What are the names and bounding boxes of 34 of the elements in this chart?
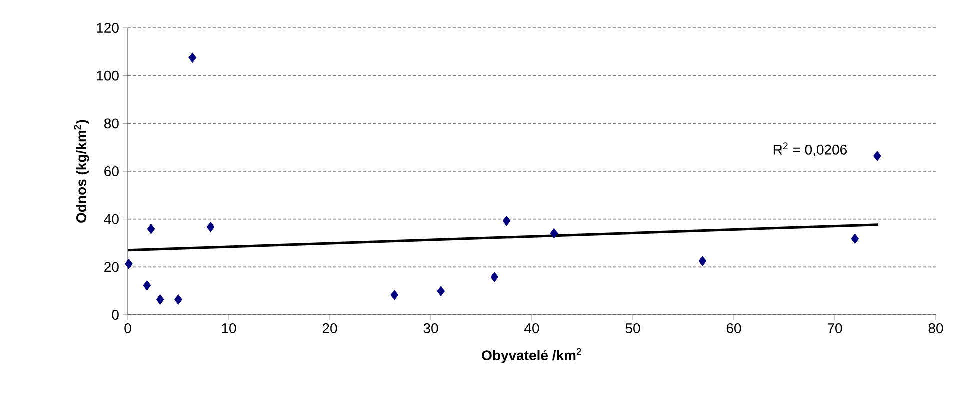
y-tick-label: 40 — [104, 214, 119, 224]
x-tick-label: 0 — [124, 324, 132, 334]
x-tick-label: 70 — [828, 324, 842, 334]
point — [188, 52, 197, 64]
x-tick-label: 50 — [626, 324, 640, 334]
y-axis-title: Odnos (kg/km$^{2}$) — [74, 120, 90, 223]
point — [873, 150, 882, 162]
point — [502, 216, 511, 226]
point — [437, 286, 446, 297]
x-tick-label: 80 — [928, 324, 944, 334]
y-tick-label: 100 — [97, 70, 119, 81]
x-tick-label: 30 — [424, 324, 438, 334]
point — [147, 224, 156, 234]
point — [156, 294, 164, 305]
y-tick-label: 20 — [104, 262, 119, 272]
y-tick-label: 120 — [97, 23, 119, 33]
point — [125, 258, 133, 270]
point — [174, 294, 182, 305]
x-tick-label: 40 — [524, 324, 540, 334]
point — [143, 280, 152, 291]
y-tick-label: 80 — [104, 118, 119, 129]
point — [206, 222, 215, 232]
point — [490, 272, 499, 282]
x-axis-title: Obyvatelé /km$^{2}$ — [482, 348, 582, 364]
x-tick-label: 60 — [726, 324, 742, 334]
y-tick-label: 60 — [104, 166, 119, 176]
y-tick-label: 0 — [112, 310, 119, 320]
x-tick-label: 10 — [222, 324, 236, 334]
point — [390, 290, 399, 300]
point — [698, 256, 707, 266]
annotation: R$^{2}$ = 0,0206 — [774, 142, 847, 156]
x-tick-label: 20 — [322, 324, 338, 334]
point — [550, 228, 558, 239]
point — [851, 234, 860, 244]
